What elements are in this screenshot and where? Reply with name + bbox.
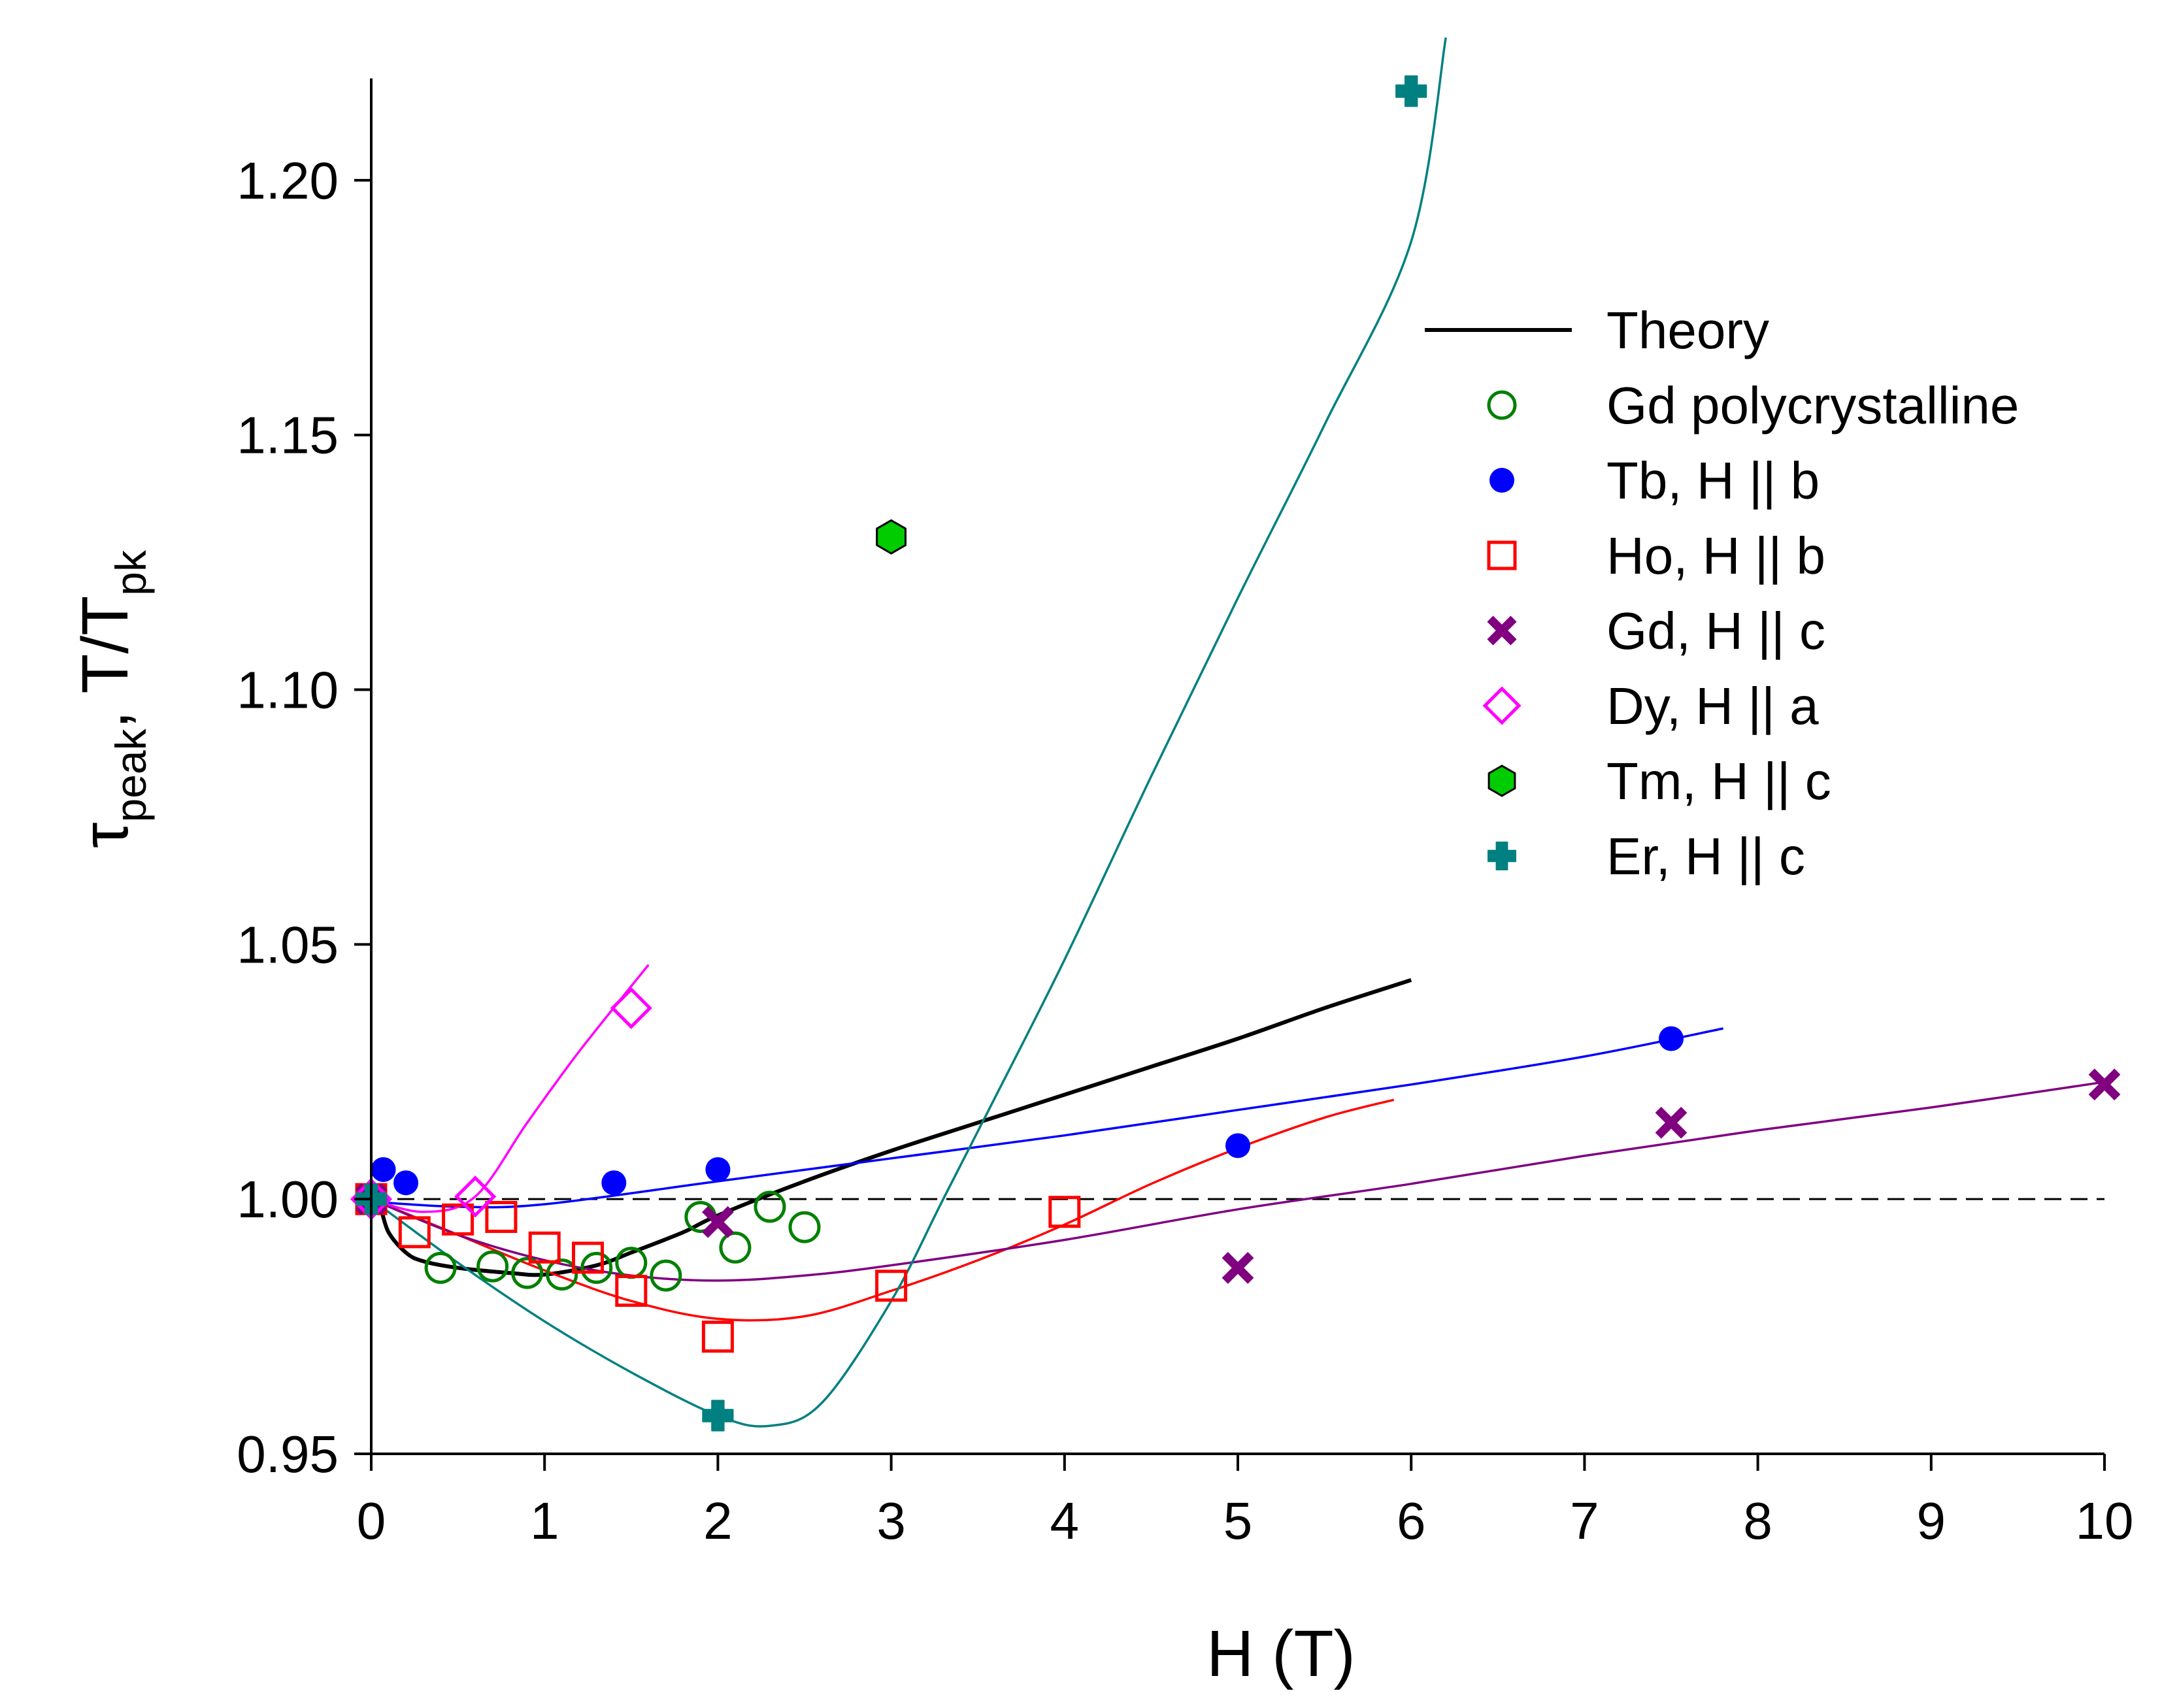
data-point-1 (650, 1259, 682, 1292)
y-tick-label: 1.05 (237, 915, 339, 974)
data-point-2 (705, 1157, 731, 1182)
data-point-3 (528, 1231, 561, 1264)
data-point-3 (485, 1200, 518, 1233)
series-line-5 (371, 964, 650, 1213)
y-axis-title-sub: peak (107, 728, 155, 822)
data-point-2 (1659, 1026, 1684, 1051)
x-tick-label: 6 (1397, 1492, 1426, 1550)
data-point-3 (701, 1321, 734, 1353)
data-point-4 (702, 1206, 734, 1238)
legend-label: Tb, H || b (1606, 452, 1820, 510)
data-point-2 (601, 1170, 627, 1196)
data-point-3 (442, 1203, 474, 1236)
data-point-3 (1048, 1196, 1081, 1228)
data-point-1 (424, 1251, 457, 1284)
x-tick-label: 4 (1050, 1492, 1080, 1550)
y-tick-label: 1.15 (237, 406, 339, 465)
data-point-4 (2088, 1068, 2121, 1101)
data-point-3 (398, 1216, 431, 1249)
data-point-1 (476, 1250, 509, 1283)
legend-label: Gd, H || c (1606, 602, 1825, 660)
y-axis-title-sub2: pk (107, 550, 155, 596)
y-axis-title-sep: , T/T (69, 596, 142, 729)
legend-marker (1482, 686, 1522, 725)
data-point-1 (754, 1191, 786, 1223)
legend-marker (1488, 764, 1516, 797)
data-point-1 (580, 1251, 613, 1284)
y-tick-label: 1.00 (237, 1170, 339, 1228)
data-point-2 (371, 1157, 396, 1182)
data-point-4 (1222, 1252, 1254, 1284)
x-tick-label: 0 (357, 1492, 386, 1550)
data-point-1 (511, 1256, 544, 1289)
data-point-7 (702, 1400, 734, 1432)
data-point-1 (546, 1258, 578, 1291)
x-axis-title: H (T) (1206, 1617, 1355, 1690)
legend-marker (1489, 468, 1514, 493)
x-tick-label: 10 (2076, 1492, 2134, 1550)
data-point-1 (788, 1211, 821, 1243)
x-tick-label: 7 (1570, 1492, 1599, 1550)
series-line-0 (371, 978, 1412, 1277)
plot-area (350, 37, 2121, 1432)
legend-marker (1487, 540, 1517, 570)
series-line-7 (371, 37, 1447, 1428)
legend-label: Theory (1606, 301, 1769, 359)
data-point-5 (454, 1175, 497, 1218)
y-axis-title: τpeak, T/Tpk (69, 550, 155, 848)
data-point-1 (719, 1231, 752, 1264)
y-tick-label: 1.20 (237, 152, 339, 210)
data-point-7 (1395, 75, 1427, 107)
data-point-3 (875, 1270, 908, 1302)
legend-label: Er, H || c (1606, 827, 1805, 885)
data-point-2 (393, 1170, 419, 1196)
x-tick-label: 8 (1743, 1492, 1772, 1550)
legend-marker (1487, 616, 1517, 646)
data-point-3 (572, 1241, 604, 1274)
x-tick-label: 9 (1917, 1492, 1946, 1550)
x-tick-label: 3 (876, 1492, 906, 1550)
axes: 0 1 2 3 4 5 6 7 8 9 10 0.95 1.00 1.05 1.10 1.15 1.20 (237, 78, 2133, 1550)
series-line-2 (371, 1027, 1723, 1209)
data-point-2 (1225, 1133, 1250, 1158)
legend-marker (1488, 842, 1516, 870)
y-tick-label: 0.95 (237, 1425, 339, 1483)
y-tick-label: 1.10 (237, 661, 339, 719)
legend-label: Gd polycrystalline (1606, 376, 2019, 435)
data-point-5 (610, 987, 652, 1029)
data-point-3 (615, 1275, 648, 1307)
legend-label: Dy, H || a (1606, 677, 1819, 735)
x-tick-label: 1 (530, 1492, 559, 1550)
legend-label: Ho, H || b (1606, 527, 1825, 585)
legend: Theory Gd polycrystalline Tb, H || b Ho, H … (1425, 301, 2019, 885)
x-tick-label: 5 (1223, 1492, 1253, 1550)
y-axis-title-symbol: τ (69, 823, 142, 849)
x-tick-label: 2 (703, 1492, 733, 1550)
legend-marker (1487, 390, 1517, 420)
data-point-6 (876, 519, 906, 555)
legend-label: Tm, H || c (1606, 752, 1831, 810)
data-point-4 (1655, 1106, 1688, 1139)
